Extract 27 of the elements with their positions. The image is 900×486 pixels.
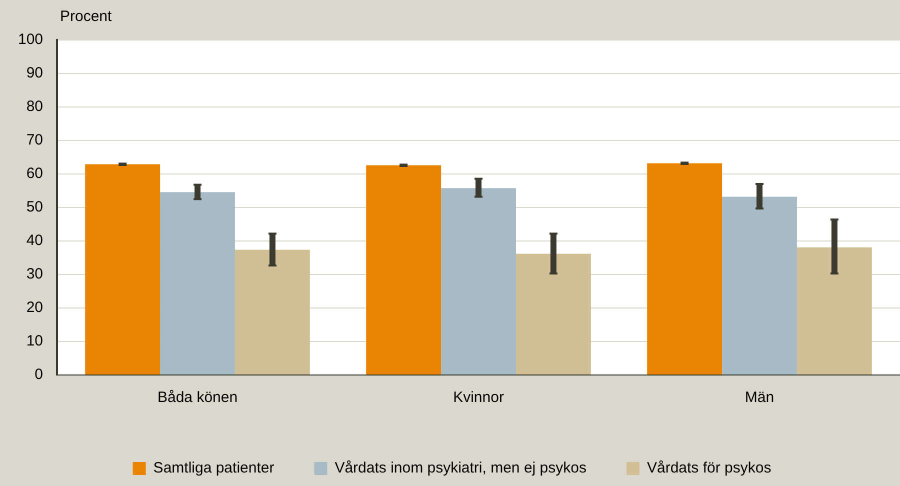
legend-label: Vårdats för psykos <box>646 460 772 477</box>
y-tick-label: 10 <box>26 332 44 350</box>
y-tick-label: 0 <box>34 366 44 384</box>
x-tick-label: Båda könen <box>157 389 238 406</box>
y-tick-label: 100 <box>18 31 44 48</box>
y-tick-label: 90 <box>26 64 44 82</box>
y-tick-label: 30 <box>26 266 44 283</box>
bar <box>516 254 591 374</box>
y-tick-label: 50 <box>26 198 44 216</box>
x-tick-label: Kvinnor <box>453 389 504 406</box>
x-tick-label: Män <box>744 389 774 406</box>
legend-label: Samtliga patienter <box>153 460 274 477</box>
legend-label: Vårdats inom psykiatri, men ej psykos <box>334 460 586 477</box>
bar <box>85 164 160 374</box>
y-tick-label: 60 <box>26 165 44 182</box>
bar <box>366 165 442 374</box>
bar <box>647 163 722 374</box>
y-tick-label: 80 <box>26 98 44 116</box>
y-tick-label: 70 <box>26 132 44 149</box>
y-tick-label: 40 <box>26 232 44 250</box>
bar <box>722 196 797 374</box>
bar <box>441 188 516 374</box>
bar <box>796 247 872 374</box>
bar <box>160 192 235 374</box>
bar <box>234 250 310 374</box>
y-tick-label: 20 <box>26 299 44 316</box>
y-axis-title: Procent <box>60 8 112 25</box>
